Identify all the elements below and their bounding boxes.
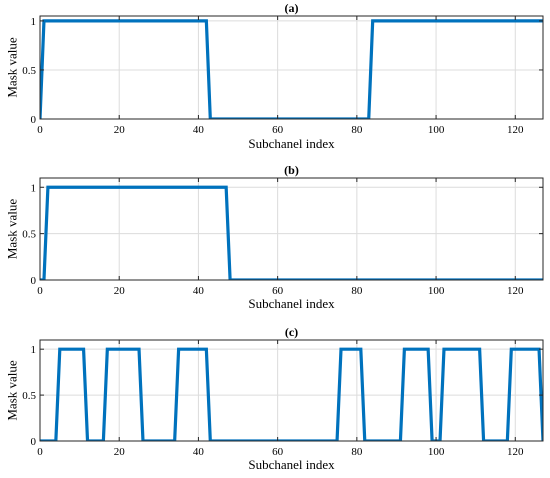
panel-c-xlabel: Subchanel index (248, 457, 335, 472)
panel-c-ytick-label-0: 0 (31, 436, 37, 448)
panel-a-xtick-label-20: 20 (114, 124, 126, 136)
panel-a-title: (a) (285, 1, 299, 15)
panel-b-ylabel: Mask value (5, 199, 20, 260)
panel-b-xtick-label-120: 120 (507, 285, 524, 297)
panel-c-ylabel: Mask value (5, 360, 20, 421)
panel-b-xtick-label-80: 80 (351, 285, 363, 297)
panel-c-title: (c) (285, 325, 298, 339)
panel-b-xtick-label-60: 60 (272, 285, 284, 297)
panel-a-xtick-label-100: 100 (428, 124, 445, 136)
panel-b-title: (b) (284, 163, 299, 177)
panel-b-xtick-label-40: 40 (193, 285, 205, 297)
panel-a-axes-box (39, 15, 544, 120)
panel-b-xtick-label-20: 20 (114, 285, 126, 297)
panel-b-axes-box (39, 177, 544, 281)
panel-c-xtick-label-80: 80 (351, 446, 363, 458)
panel-a-ylabel: Mask value (5, 37, 20, 98)
panel-a-ytick-label-2: 1 (31, 16, 37, 28)
panel-a-ytick-label-0: 0 (31, 114, 37, 126)
panel-c-xtick-label-0: 0 (37, 446, 43, 458)
panel-b-xtick-label-100: 100 (428, 285, 445, 297)
panel-a-xtick-label-80: 80 (351, 124, 363, 136)
panel-a-xtick-label-0: 0 (37, 124, 43, 136)
panel-a-xtick-label-40: 40 (193, 124, 205, 136)
panel-c-xtick-label-40: 40 (193, 446, 205, 458)
panel-c-grid (39, 340, 543, 442)
panel-c-xtick-label-60: 60 (272, 446, 284, 458)
panel-a-xtick-label-60: 60 (272, 124, 284, 136)
panel-b-ytick-label-2: 1 (31, 182, 37, 194)
panel-b-grid (39, 178, 543, 281)
panel-c-axes-box (39, 339, 544, 442)
panel-b-series-line-0 (40, 185, 543, 280)
panel-b: (b) Subchanel index Mask value 0 20 40 60 80… (5, 163, 544, 311)
panel-a-grid (39, 16, 543, 120)
panel-c-xtick-label-120: 120 (507, 446, 524, 458)
panel-c-xtick-label-20: 20 (114, 446, 126, 458)
panel-a-xlabel: Subchanel index (248, 136, 335, 151)
panel-c-series-line-0 (40, 347, 543, 441)
panel-c-ytick-label-1: 0.5 (22, 390, 36, 402)
panel-c-ytick-label-2: 1 (31, 344, 37, 356)
panel-b-xlabel: Subchanel index (248, 296, 335, 311)
panel-c: (c) Subchanel index Mask value 0 20 40 60 80… (5, 325, 544, 472)
panel-b-ytick-label-1: 0.5 (22, 229, 36, 241)
panel-b-ytick-label-0: 0 (31, 275, 37, 287)
panel-a-xtick-label-120: 120 (507, 124, 524, 136)
panel-b-xtick-label-0: 0 (37, 285, 43, 297)
panel-c-xtick-label-100: 100 (428, 446, 445, 458)
panel-a: (a) Subchanel index Mask value 0 20 40 60 80… (5, 1, 544, 151)
panel-a-ytick-label-1: 0.5 (22, 65, 36, 77)
